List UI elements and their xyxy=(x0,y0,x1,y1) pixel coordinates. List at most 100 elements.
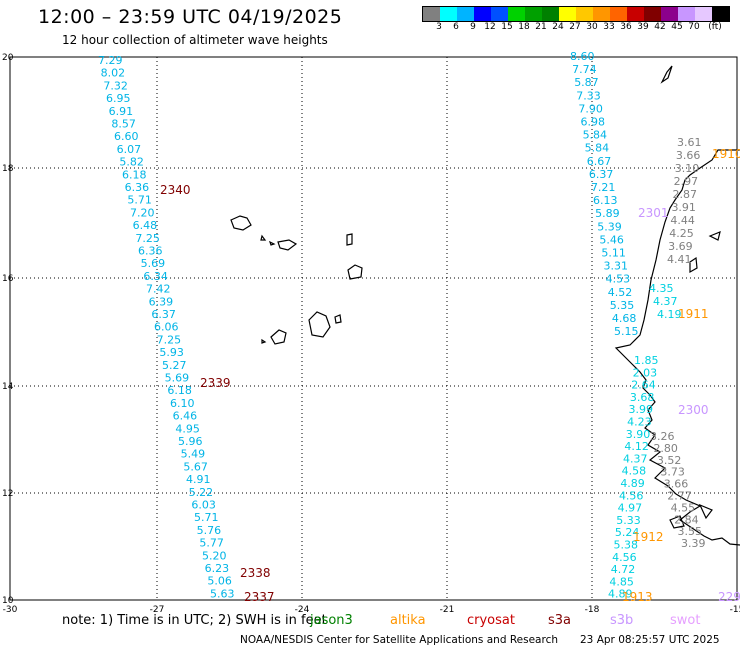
legend-label: 42 xyxy=(654,22,666,32)
legend-swatch xyxy=(525,7,542,21)
wave-height-value: 4.95 xyxy=(175,422,200,435)
wave-height-value: 7.25 xyxy=(135,232,160,245)
wave-height-value: 3.31 xyxy=(604,260,629,273)
satellite-tracks: 7.298.027.326.956.918.576.606.075.826.18… xyxy=(98,50,740,604)
wave-height-value: 4.72 xyxy=(611,563,636,576)
wave-height-value: 4.37 xyxy=(623,452,648,465)
wave-height-value: 6.36 xyxy=(138,245,163,258)
pass-label: 2300 xyxy=(678,403,709,417)
lon-tick-label: -18 xyxy=(585,605,600,615)
legend-label: 18 xyxy=(518,22,530,32)
wave-height-value: 4.52 xyxy=(608,286,633,299)
wave-height-value: 7.32 xyxy=(103,79,128,92)
wave-height-value: 6.91 xyxy=(109,105,133,118)
axis-tick-labels: -30 -27 -24 -21 -18 -15 20 18 16 14 12 10 xyxy=(2,53,740,615)
legend-label: 12 xyxy=(484,22,496,32)
wave-height-value: 5.82 xyxy=(119,156,144,169)
wave-height-value: 5.77 xyxy=(199,537,224,550)
legend-swatch xyxy=(712,7,729,21)
wave-height-value: 1.85 xyxy=(634,354,659,367)
legend-swatch xyxy=(644,7,661,21)
wave-height-value: 4.41 xyxy=(667,253,692,266)
wave-height-value: 3.69 xyxy=(668,240,693,253)
wave-height-value: 5.76 xyxy=(197,524,222,537)
wave-height-value: 6.60 xyxy=(114,130,139,143)
wave-height-value: 7.90 xyxy=(578,102,603,115)
wave-height-value: 5.35 xyxy=(610,299,635,312)
wave-height-value: 5.84 xyxy=(583,129,608,142)
wave-height-value: 4.56 xyxy=(612,551,637,564)
legend-label: 27 xyxy=(569,22,581,32)
lon-tick-label: -27 xyxy=(150,605,165,615)
pass-label: 2337 xyxy=(244,590,275,604)
wave-height-value: 5.69 xyxy=(165,372,190,385)
legend-swatch xyxy=(542,7,559,21)
legend-label: 45 xyxy=(671,22,683,32)
legend-swatch xyxy=(457,7,474,21)
wave-height-value: 6.18 xyxy=(167,384,192,397)
color-legend xyxy=(422,6,730,22)
wave-height-value: 4.91 xyxy=(186,473,211,486)
map-subtitle: 12 hour collection of altimeter wave hei… xyxy=(62,33,328,47)
wave-height-value: 4.97 xyxy=(618,502,643,515)
wave-height-value: 5.39 xyxy=(597,220,622,233)
wave-height-value: 7.25 xyxy=(157,333,182,346)
wave-height-value: 6.18 xyxy=(122,168,147,181)
wave-height-value: 3.66 xyxy=(676,149,701,162)
legend-label: 3 xyxy=(436,22,442,32)
wave-height-value: 4.37 xyxy=(653,295,678,308)
wave-height-value: 5.15 xyxy=(614,325,639,338)
credit-line: NOAA/NESDIS Center for Satellite Applica… xyxy=(240,634,558,646)
lat-tick-label: 16 xyxy=(2,274,14,284)
legend-label: 36 xyxy=(620,22,632,32)
legend-swatch xyxy=(627,7,644,21)
wave-height-value: 8.57 xyxy=(111,118,136,131)
wave-height-value: 3.90 xyxy=(626,428,651,441)
wave-height-value: 6.23 xyxy=(205,562,230,575)
wave-height-value: 5.24 xyxy=(615,526,640,539)
wave-height-value: 4.12 xyxy=(624,440,649,453)
legend-label: 15 xyxy=(501,22,513,32)
wave-height-value: 6.39 xyxy=(149,295,174,308)
wave-height-value: 4.56 xyxy=(619,489,644,502)
wave-height-value: 7.20 xyxy=(130,206,155,219)
wave-height-value: 3.91 xyxy=(671,201,696,214)
wave-height-value: 4.58 xyxy=(622,465,647,478)
wave-height-value: 5.11 xyxy=(601,247,626,260)
lat-tick-label: 12 xyxy=(2,489,13,499)
satellite-key-cryosat: cryosat xyxy=(467,613,515,628)
wave-height-value: 5.27 xyxy=(162,359,187,372)
satellite-key-s3b: s3b xyxy=(610,613,634,628)
wave-height-value: 4.44 xyxy=(670,214,695,227)
wave-height-value: 7.42 xyxy=(146,283,171,296)
wave-height-value: 6.37 xyxy=(151,308,176,321)
legend-label: 6 xyxy=(453,22,459,32)
wave-height-value: 4.35 xyxy=(649,282,674,295)
legend-swatch xyxy=(678,7,695,21)
wave-height-value: 5.89 xyxy=(595,207,620,220)
legend-label: 33 xyxy=(603,22,615,32)
wave-height-value: 4.89 xyxy=(608,588,633,601)
lat-lon-grid xyxy=(9,56,738,601)
lat-tick-label: 14 xyxy=(2,382,14,392)
lat-tick-label: 20 xyxy=(2,53,14,63)
wave-height-value: 7.21 xyxy=(591,181,616,194)
wave-height-value: 3.73 xyxy=(660,466,685,479)
wave-height-value: 6.13 xyxy=(593,194,618,207)
wave-height-value: 7.33 xyxy=(576,89,601,102)
legend-swatch xyxy=(610,7,627,21)
lon-tick-label: -21 xyxy=(440,605,455,615)
wave-height-value: 3.10 xyxy=(675,162,700,175)
satellite-key-s3a: s3a xyxy=(548,613,572,628)
map-title: 12:00 – 23:59 UTC 04/19/2025 xyxy=(38,6,343,28)
pass-label: 2338 xyxy=(240,566,271,580)
lat-tick-label: 10 xyxy=(2,596,14,606)
footer-note: note: 1) Time is in UTC; 2) SWH is in fe… xyxy=(62,613,327,628)
wave-height-value: 6.46 xyxy=(173,410,198,423)
legend-swatch xyxy=(695,7,712,21)
wave-height-value: 3.39 xyxy=(681,537,706,550)
pass-label: 1912 xyxy=(633,530,664,544)
legend-swatch xyxy=(576,7,593,21)
wave-height-value: 5.06 xyxy=(207,575,232,588)
